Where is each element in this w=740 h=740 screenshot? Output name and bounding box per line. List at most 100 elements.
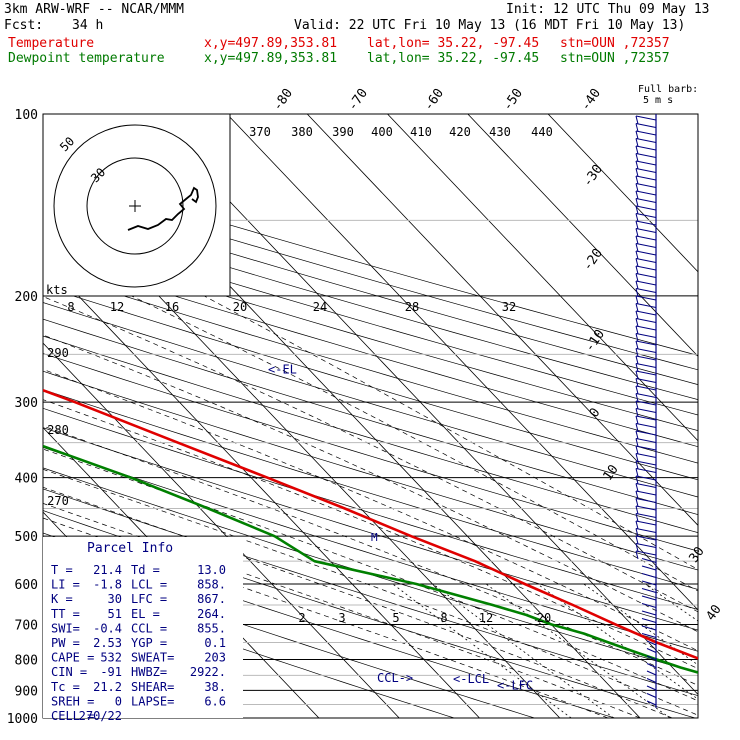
valid-time: Valid: 22 UTC Fri 10 May 13 (16 MDT Fri … (294, 18, 686, 33)
wind-barb (635, 257, 657, 264)
wind-barb (635, 175, 657, 181)
lfc-marker: <-LFC (497, 679, 533, 693)
parcel-value: 6.6 (204, 694, 226, 708)
wind-barb (635, 302, 657, 309)
parcel-value: 270/22 (79, 709, 122, 723)
wind-barb (635, 167, 657, 174)
wind-barb-flag (635, 228, 639, 237)
theta-label: 420 (449, 125, 471, 139)
wind-barb-flag (635, 460, 639, 470)
wind-barb (641, 580, 657, 586)
wind-barb-flag (635, 490, 639, 500)
wind-barb (635, 407, 657, 414)
wind-barb (641, 632, 657, 639)
pressure-tick-label: 900 (15, 684, 38, 699)
wind-barb (641, 610, 657, 616)
dewpoint-curve (43, 444, 698, 674)
wind-barb (635, 527, 657, 534)
wind-barb (646, 677, 657, 684)
station-readout: stn=OUN ,72357 (560, 36, 670, 51)
isotherm-side-label: 10 (600, 462, 621, 483)
wind-barb (635, 205, 657, 211)
parcel-key: SWI= (51, 621, 80, 635)
wind-barb (635, 362, 657, 369)
isotherm-line (43, 257, 480, 718)
wind-barb (641, 572, 657, 579)
wind-barb (641, 565, 657, 571)
hodo-scale-label: kts (46, 283, 68, 297)
pressure-tick-label: 700 (15, 618, 38, 633)
mixing-ratio-label: 3 (338, 611, 345, 625)
wind-barb-flag (635, 363, 639, 372)
wind-barb (635, 550, 657, 556)
parcel-title: Parcel Info (87, 541, 173, 556)
wind-barb-flag (635, 520, 639, 530)
isotherm-top-label: -80 (270, 86, 296, 114)
hodo-ring-30 (86, 157, 184, 255)
isotherm-top-label: -50 (500, 86, 526, 114)
wind-barb (641, 557, 657, 564)
wind-barb (635, 437, 657, 444)
parcel-value: 264. (197, 607, 226, 621)
wind-barb (635, 212, 657, 219)
wind-barb-flag (635, 310, 639, 320)
parcel-key: PW = (51, 636, 80, 650)
moist-adiabat (43, 486, 673, 718)
wind-barb (635, 535, 657, 541)
isotherm-top-label: -40 (578, 86, 604, 114)
wind-barb (635, 325, 657, 331)
mixing-ratio-label: 5 (392, 611, 399, 625)
wind-barb-flag (635, 153, 639, 162)
wind-barb-flag (635, 513, 639, 522)
isotherm-side-label: -20 (580, 246, 606, 274)
wind-barb-flag (635, 400, 639, 410)
parcel-key: T = (51, 563, 73, 577)
wind-barb-flag (635, 273, 639, 282)
wind-barb (635, 152, 657, 159)
hodo-ring-50 (53, 124, 217, 288)
wind-barb-flag (635, 183, 639, 192)
wind-barb (635, 505, 657, 511)
wind-barb-flag (635, 393, 639, 402)
theta-label: 390 (332, 125, 354, 139)
wind-barb (635, 145, 657, 151)
isotherm-top-label: -70 (345, 86, 371, 114)
wind-barb-flag (635, 333, 639, 342)
wind-barb (635, 130, 657, 136)
parcel-value: 867. (197, 592, 226, 606)
mixing-ratio-label: 2 (298, 611, 305, 625)
parcel-key: EL = (131, 607, 160, 621)
pressure-tick-label: 100 (15, 108, 38, 123)
isotherm-side-label: 40 (703, 602, 724, 623)
wind-barb-flag (635, 123, 639, 132)
parcel-key: LI = (51, 578, 80, 592)
fcst-value: 34 h (72, 18, 104, 33)
wind-barb-flag (635, 145, 639, 155)
parcel-key: CAPE = (51, 651, 94, 665)
parcel-key: SHEAR= (131, 680, 174, 694)
barb-legend-units: 5 m s (643, 95, 673, 106)
wind-barb (646, 685, 657, 691)
parcel-value: 0 (115, 694, 122, 708)
theta-label: 400 (371, 125, 393, 139)
pressure-tick-label: 800 (15, 653, 38, 668)
parcel-key: HWBZ= (131, 665, 167, 679)
wind-barb-flag (635, 198, 639, 207)
wind-barb (635, 235, 657, 241)
moist-adiabat (130, 295, 698, 592)
wind-barb-flag (635, 288, 639, 297)
wind-barb-flag (635, 543, 639, 552)
parcel-key: Td = (131, 563, 160, 577)
wind-barb (635, 452, 657, 459)
wind-barb-flag (635, 415, 639, 425)
wind-barb-flag (635, 370, 639, 380)
latlon-readout-2: lat,lon= 35.22, -97.45 (367, 51, 540, 66)
wind-barb-flag (635, 168, 639, 177)
wind-barb (635, 520, 657, 526)
hodo-tick-label: 8 (67, 300, 74, 314)
isotherm-side-label: 0 (587, 405, 604, 420)
wind-barb-flag (635, 423, 639, 432)
wind-barb (635, 355, 657, 361)
